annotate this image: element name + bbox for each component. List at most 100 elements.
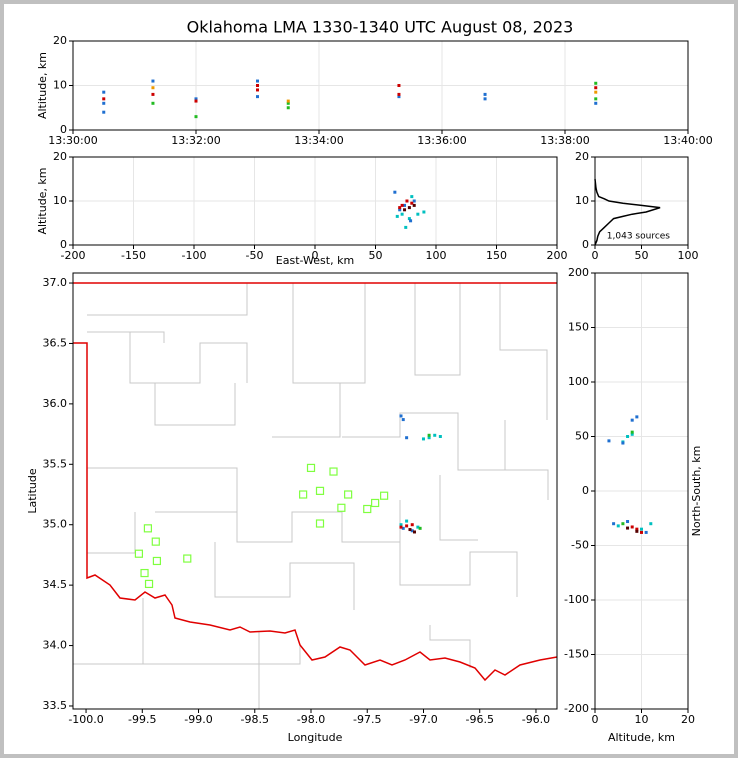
x-tick-label: -99.5 (128, 713, 156, 726)
station (151, 537, 160, 546)
x-tick-label: 13:40:00 (663, 134, 712, 147)
source-point (102, 90, 106, 94)
source-point (256, 79, 259, 83)
source-point (393, 190, 397, 194)
source-point (151, 79, 155, 83)
source-point (404, 225, 408, 229)
source-point (616, 524, 620, 528)
x-tick-label: 200 (547, 249, 568, 262)
state-border (73, 342, 558, 682)
source-point (399, 525, 403, 529)
source-point (405, 436, 409, 440)
x-tick-label: 13:36:00 (417, 134, 466, 147)
source-point (397, 84, 401, 87)
station (183, 554, 192, 563)
source-point (405, 519, 409, 523)
station (337, 503, 346, 512)
source-point (194, 99, 198, 103)
y-tick-label: 0 (60, 123, 67, 136)
source-point (422, 210, 426, 214)
station (306, 463, 316, 473)
x-tick-label: 0 (592, 249, 599, 262)
y-tick-label: 10 (575, 194, 589, 207)
county-lines (73, 283, 549, 709)
source-point (194, 115, 198, 119)
y-tick-label: 36.5 (43, 336, 68, 349)
source-point (626, 435, 630, 438)
x-tick-label: 20 (681, 713, 695, 726)
source-point (400, 203, 404, 207)
x-axis-label: Altitude, km (608, 731, 675, 744)
source-point (483, 97, 487, 101)
x-tick-label: 13:38:00 (540, 134, 589, 147)
y-tick-label: 10 (53, 79, 67, 92)
source-point (401, 526, 405, 530)
source-point (286, 106, 290, 110)
y-tick-label: -150 (564, 648, 589, 661)
source-point (405, 524, 409, 528)
x-tick-label: -97.0 (409, 713, 437, 726)
x-tick-label: -98.0 (297, 713, 325, 726)
source-point (412, 199, 416, 203)
source-point (410, 523, 414, 527)
source-point (256, 88, 259, 92)
station (363, 504, 372, 514)
x-tick-label: -100 (182, 249, 207, 262)
source-point (612, 522, 616, 526)
station (344, 490, 353, 499)
source-point (286, 101, 290, 105)
source-point (256, 84, 259, 87)
station (140, 568, 149, 578)
y-tick-label: 34.0 (43, 639, 68, 652)
source-point (416, 525, 420, 529)
histogram-line (594, 178, 661, 246)
source-point (405, 199, 409, 203)
source-point (151, 92, 155, 96)
y-tick-label: -200 (564, 702, 589, 715)
source-point (621, 522, 625, 526)
y-tick-label: 0 (582, 238, 589, 251)
x-tick-label: 13:34:00 (294, 134, 343, 147)
canvas (4, 4, 734, 754)
x-tick-label: -97.5 (353, 713, 381, 726)
x-tick-label: -96.5 (465, 713, 493, 726)
station (144, 579, 154, 589)
x-tick-label: 50 (369, 249, 383, 262)
source-point (412, 530, 416, 534)
y-tick-label: 35.5 (43, 457, 68, 470)
source-point (408, 528, 412, 532)
x-tick-label: 100 (426, 249, 447, 262)
source-point (256, 95, 259, 99)
y-axis-label: North-South, km (690, 446, 703, 537)
source-point (102, 97, 106, 101)
source-point (635, 415, 639, 419)
x-tick-label: 150 (486, 249, 507, 262)
x-tick-label: -150 (121, 249, 146, 262)
source-point (594, 86, 598, 90)
source-point (416, 212, 420, 216)
source-point (621, 441, 625, 445)
y-tick-label: 100 (568, 375, 589, 388)
source-point (151, 101, 155, 105)
source-point (635, 527, 639, 531)
y-tick-label: 20 (53, 150, 67, 163)
y-tick-label: 36.0 (43, 397, 68, 410)
y-axis-label: Altitude, km (36, 52, 49, 119)
y-tick-label: 200 (568, 266, 589, 279)
x-tick-label: -98.5 (241, 713, 269, 726)
source-point (594, 81, 598, 85)
chart-title: Oklahoma LMA 1330-1340 UTC August 08, 20… (187, 18, 574, 37)
source-point (398, 208, 402, 212)
source-point (644, 530, 648, 534)
source-point (194, 97, 198, 101)
source-point (412, 203, 416, 207)
station (152, 556, 162, 566)
y-tick-label: 20 (575, 150, 589, 163)
source-point (286, 99, 290, 103)
x-axis-label: Longitude (288, 731, 343, 744)
station (134, 549, 144, 558)
source-point (630, 418, 634, 422)
source-point (397, 92, 401, 96)
source-point (418, 526, 422, 530)
